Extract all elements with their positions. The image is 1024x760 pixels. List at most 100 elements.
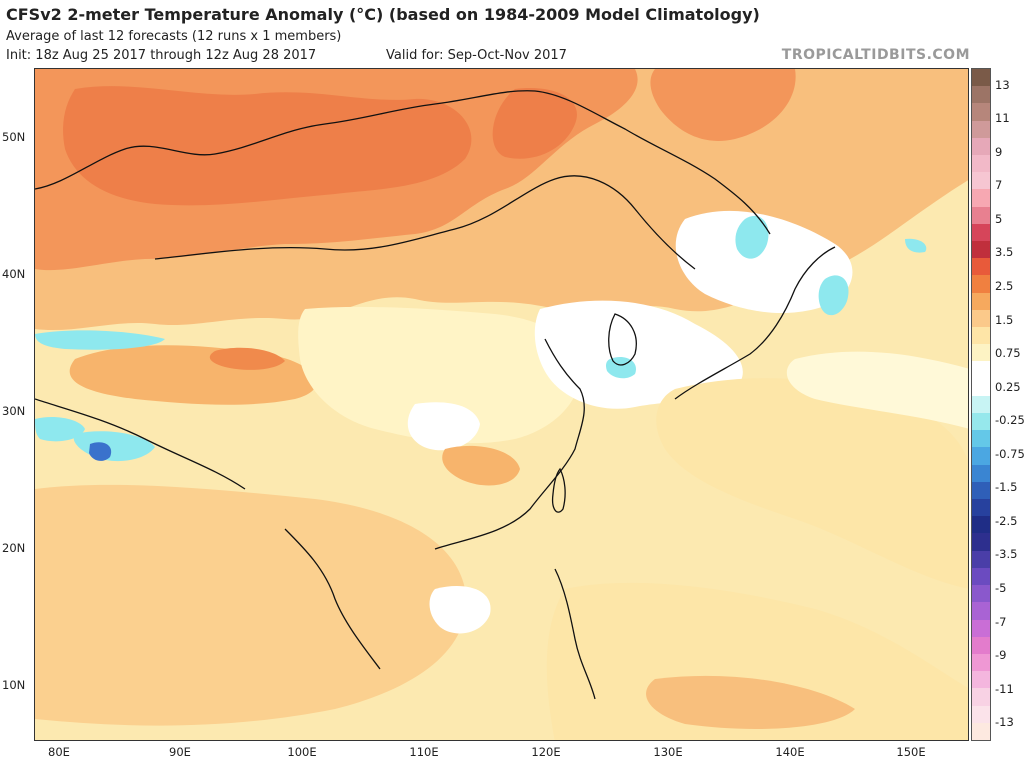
indochina-coast bbox=[284, 528, 381, 670]
hot-core-manchuria bbox=[492, 88, 577, 159]
lon-label: 150E bbox=[896, 745, 926, 759]
colorbar-swatch bbox=[972, 550, 990, 568]
cool-pacific-small bbox=[905, 238, 927, 253]
colorbar-swatch bbox=[972, 344, 990, 362]
colorbar-swatch bbox=[972, 653, 990, 672]
colorbar-swatch bbox=[972, 688, 990, 706]
colorbar-swatch bbox=[972, 585, 990, 603]
colorbar-swatch bbox=[972, 103, 990, 121]
warm-west-pacific bbox=[646, 675, 855, 729]
colorbar-swatch bbox=[972, 189, 990, 207]
colorbar-swatch bbox=[972, 155, 990, 173]
colorbar-label: 0.75 bbox=[995, 346, 1021, 360]
colorbar-label: 0.25 bbox=[995, 380, 1021, 394]
colorbar-swatch bbox=[972, 499, 990, 517]
map-subtitle: Average of last 12 forecasts (12 runs x … bbox=[6, 29, 342, 44]
china-coast bbox=[434, 338, 585, 550]
lon-label: 130E bbox=[653, 745, 683, 759]
lon-label: 100E bbox=[287, 745, 317, 759]
colorbar-label: 9 bbox=[995, 145, 1003, 159]
map-title: CFSv2 2-meter Temperature Anomaly (°C) (… bbox=[6, 5, 760, 24]
neutral-sea-of-japan bbox=[675, 210, 853, 314]
brand-watermark: TROPICALTIDBITS.COM bbox=[781, 47, 970, 63]
cool-tibet-strip bbox=[35, 330, 165, 350]
near-zero-pacific bbox=[786, 351, 968, 429]
colorbar-label: 2.5 bbox=[995, 279, 1014, 293]
lat-label: 10N bbox=[2, 678, 26, 692]
border-north bbox=[35, 90, 771, 235]
colorbar-swatch bbox=[972, 413, 990, 431]
colorbar-label: 11 bbox=[995, 111, 1010, 125]
neutral-yellow-sea bbox=[534, 300, 743, 409]
border-mongolia bbox=[154, 175, 696, 270]
colorbar-swatch bbox=[972, 533, 990, 551]
colorbar-swatch bbox=[972, 602, 990, 620]
colorbar-label: -5 bbox=[995, 581, 1007, 595]
philippines bbox=[554, 568, 596, 700]
lat-label: 50N bbox=[2, 130, 26, 144]
colorbar-swatch bbox=[972, 447, 990, 465]
korea bbox=[608, 313, 637, 366]
lon-label: 90E bbox=[169, 745, 191, 759]
colorbar-swatch bbox=[972, 361, 990, 379]
pale-pacific bbox=[656, 378, 968, 589]
japan bbox=[674, 246, 836, 400]
init-time: Init: 18z Aug 25 2017 through 12z Aug 28… bbox=[6, 48, 317, 63]
colorbar-swatch bbox=[972, 481, 990, 500]
neutral-scs bbox=[429, 586, 491, 634]
neutral-patch-china bbox=[407, 402, 480, 451]
coldest-himalaya bbox=[89, 442, 112, 461]
colorbar-swatch bbox=[972, 619, 990, 637]
lon-label: 140E bbox=[775, 745, 805, 759]
colorbar-swatch bbox=[972, 464, 990, 482]
colorbar-swatch bbox=[972, 258, 990, 276]
colorbar-swatch bbox=[972, 567, 990, 586]
warm-indochina bbox=[35, 484, 467, 726]
colorbar-swatch bbox=[972, 206, 990, 224]
colorbar-swatch bbox=[972, 705, 990, 723]
colorbar-swatch bbox=[972, 430, 990, 448]
colorbar-swatch bbox=[972, 516, 990, 534]
lon-label: 110E bbox=[409, 745, 439, 759]
colorbar-label: -0.25 bbox=[995, 413, 1024, 427]
warm-south-china bbox=[442, 445, 520, 486]
colorbar-swatch bbox=[972, 86, 990, 104]
colorbar-label: -2.5 bbox=[995, 514, 1018, 528]
valid-period: Valid for: Sep-Oct-Nov 2017 bbox=[386, 48, 567, 63]
colorbar-label: -0.75 bbox=[995, 447, 1024, 461]
colorbar-swatch bbox=[972, 378, 990, 396]
colorbar-label: -7 bbox=[995, 615, 1007, 629]
cool-hokkaido-east bbox=[818, 275, 849, 316]
colorbar-swatch bbox=[972, 309, 990, 328]
colorbar-swatch bbox=[972, 292, 990, 310]
lat-label: 30N bbox=[2, 404, 26, 418]
colorbar-label: 5 bbox=[995, 212, 1003, 226]
colorbar-swatch bbox=[972, 172, 990, 190]
himalaya-border bbox=[35, 398, 246, 490]
colorbar-swatch bbox=[972, 69, 990, 87]
color-scale-bar bbox=[971, 68, 991, 741]
colorbar-swatch bbox=[972, 241, 990, 259]
colorbar-label: -13 bbox=[995, 715, 1014, 729]
colorbar-swatch bbox=[972, 671, 990, 689]
colorbar-label: -1.5 bbox=[995, 480, 1018, 494]
colorbar-label: -9 bbox=[995, 648, 1007, 662]
anomaly-map bbox=[34, 68, 969, 741]
colorbar-swatch bbox=[972, 120, 990, 138]
lat-label: 20N bbox=[2, 541, 26, 555]
hot-tibet bbox=[209, 347, 285, 370]
warm-far-east bbox=[650, 69, 796, 141]
colorbar-label: 3.5 bbox=[995, 245, 1014, 259]
lon-label: 80E bbox=[48, 745, 70, 759]
colorbar-swatch bbox=[972, 137, 990, 156]
colorbar-swatch bbox=[972, 636, 990, 654]
colorbar-swatch bbox=[972, 275, 990, 293]
colorbar-label: 7 bbox=[995, 178, 1003, 192]
taiwan bbox=[551, 467, 566, 513]
colorbar-label: 1.5 bbox=[995, 313, 1014, 327]
cool-west-himalaya bbox=[35, 417, 85, 442]
cool-sea-of-japan bbox=[735, 215, 769, 259]
colorbar-label: 13 bbox=[995, 78, 1010, 92]
colorbar-swatch bbox=[972, 327, 990, 345]
colorbar-label: -3.5 bbox=[995, 547, 1018, 561]
